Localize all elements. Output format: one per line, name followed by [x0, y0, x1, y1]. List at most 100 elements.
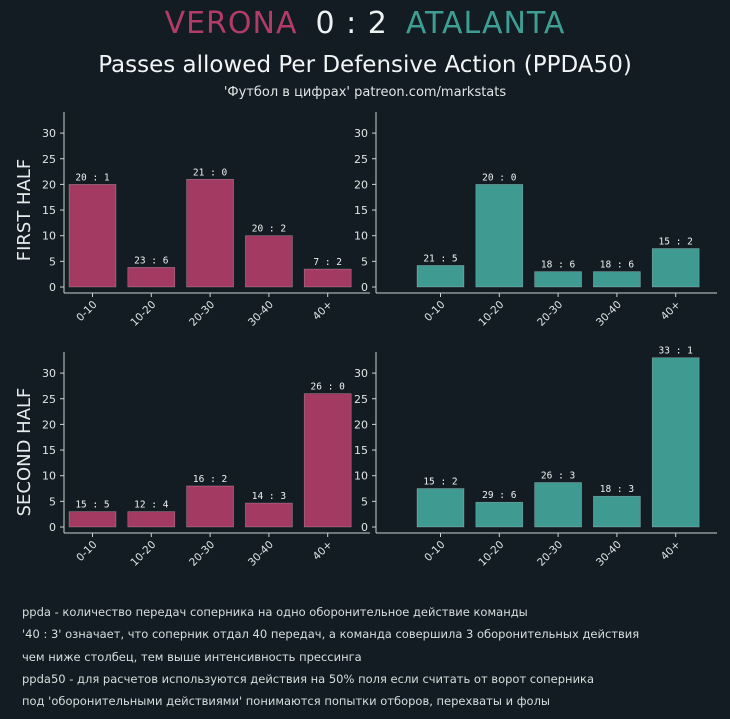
bar — [127, 267, 176, 288]
bar-value-label: 18 : 6 — [600, 260, 635, 271]
x-tick-label: 0-10 — [422, 539, 447, 564]
row-label-first-half: FIRST HALF — [14, 159, 35, 262]
bar-value-label: 26 : 3 — [541, 471, 575, 482]
footnote-line: ppda - количество передач соперника на о… — [22, 605, 528, 619]
y-tick-label: 10 — [42, 470, 56, 483]
bar-value-label: 20 : 2 — [252, 224, 286, 235]
x-tick-label: 30-40 — [594, 539, 624, 569]
bar-value-label: 7 : 2 — [313, 257, 342, 268]
bar — [303, 393, 352, 528]
y-tick-label: 0 — [361, 281, 368, 294]
y-tick-label: 25 — [42, 393, 56, 406]
bar — [593, 495, 641, 528]
x-tick-label: 10-20 — [128, 539, 158, 569]
y-tick-label: 25 — [354, 393, 368, 406]
bar — [651, 248, 700, 288]
x-tick-label: 40+ — [311, 299, 335, 323]
chart-panel: 0 5 10 15 20 25 30 20 : 1 0-10 23 : 6 10-20 21 : 0 2… — [42, 112, 370, 329]
footnote-line: '40 : 3' означает, что соперник отдал 40… — [22, 627, 640, 642]
bar — [651, 357, 700, 528]
y-tick-label: 20 — [42, 418, 56, 431]
x-tick-label: 20-30 — [535, 539, 565, 569]
home-team-name: VERONA — [164, 6, 298, 41]
score-line: VERONA 0 : 2 ATALANTA — [0, 6, 730, 41]
x-tick-label: 10-20 — [476, 299, 506, 329]
x-tick-label: 0-10 — [74, 539, 99, 564]
x-tick-label: 30-40 — [246, 299, 276, 329]
bar-value-label: 23 : 6 — [134, 255, 169, 266]
chart-panel: 0 5 10 15 20 25 30 21 : 5 0-10 20 : 0 10-20 18 : 6 2… — [354, 112, 717, 329]
y-tick-label: 5 — [49, 255, 56, 268]
bar — [303, 268, 352, 288]
y-tick-label: 20 — [354, 418, 368, 431]
y-tick-label: 10 — [42, 230, 56, 243]
y-tick-label: 30 — [354, 127, 368, 140]
y-tick-label: 10 — [354, 230, 368, 243]
bar-value-label: 20 : 0 — [482, 172, 517, 183]
y-tick-label: 25 — [42, 153, 56, 166]
y-tick-label: 5 — [361, 495, 368, 508]
bar-value-label: 16 : 2 — [193, 474, 227, 485]
bar — [416, 488, 465, 528]
bar-value-label: 18 : 6 — [541, 260, 576, 271]
x-tick-label: 20-30 — [187, 299, 217, 329]
footnote-line: чем ниже столбец, тем выше интенсивность… — [22, 649, 362, 664]
x-tick-label: 0-10 — [74, 299, 99, 324]
row-label-second-half: SECOND HALF — [14, 388, 35, 517]
chart-panel: 0 5 10 15 20 25 30 15 : 2 0-10 29 : 6 10-20 26 : 3 2… — [354, 346, 717, 569]
y-tick-label: 0 — [49, 281, 56, 294]
bar — [475, 184, 524, 288]
y-tick-label: 15 — [42, 204, 56, 217]
bar — [245, 502, 293, 528]
y-tick-label: 0 — [49, 521, 56, 534]
bar-value-label: 18 : 3 — [600, 484, 634, 495]
x-tick-label: 20-30 — [187, 539, 217, 569]
bar-value-label: 12 : 4 — [134, 500, 169, 511]
x-tick-label: 30-40 — [594, 299, 624, 329]
charts-grid: FIRST HALF SECOND HALF 0 5 10 15 20 25 30 20 : … — [14, 112, 717, 569]
bar — [68, 184, 117, 288]
bar-value-label: 26 : 0 — [311, 382, 346, 393]
away-team-name: ATALANTA — [405, 6, 566, 41]
y-tick-label: 30 — [354, 367, 368, 380]
bar-value-label: 33 : 1 — [659, 346, 694, 357]
bar-value-label: 15 : 2 — [659, 237, 693, 248]
y-tick-label: 0 — [361, 521, 368, 534]
chart-title: Passes allowed Per Defensive Action (PPD… — [98, 52, 632, 78]
x-tick-label: 40+ — [659, 539, 683, 563]
bar-value-label: 15 : 2 — [423, 477, 457, 488]
y-tick-label: 15 — [42, 444, 56, 457]
bar — [186, 485, 234, 528]
x-tick-label: 10-20 — [128, 299, 158, 329]
bar — [68, 511, 117, 528]
bar-value-label: 20 : 1 — [75, 172, 110, 183]
y-tick-label: 30 — [42, 367, 56, 380]
bar — [186, 178, 234, 288]
y-tick-label: 30 — [42, 127, 56, 140]
y-tick-label: 5 — [49, 495, 56, 508]
bar — [475, 501, 524, 528]
bar — [245, 235, 293, 288]
y-tick-label: 15 — [354, 204, 368, 217]
chart-subtitle: 'Футбол в цифрах' patreon.com/markstats — [223, 85, 507, 100]
bar — [534, 271, 582, 288]
bar — [127, 511, 176, 528]
bar — [416, 265, 465, 288]
x-tick-label: 30-40 — [246, 539, 276, 569]
footnote-line: под 'оборонительными действиями' понимаю… — [22, 694, 551, 709]
chart-panel: 0 5 10 15 20 25 30 15 : 5 0-10 12 : 4 10-20 16 : 2 2… — [42, 352, 370, 569]
y-tick-label: 5 — [361, 255, 368, 268]
y-tick-label: 25 — [354, 153, 368, 166]
bar-value-label: 21 : 0 — [193, 167, 228, 178]
x-tick-label: 0-10 — [422, 299, 447, 324]
bar — [593, 271, 641, 288]
y-tick-label: 20 — [42, 178, 56, 191]
bar-value-label: 21 : 5 — [423, 253, 457, 264]
match-score: 0 : 2 — [315, 6, 388, 41]
bar-value-label: 29 : 6 — [482, 490, 517, 501]
y-tick-label: 10 — [354, 470, 368, 483]
x-tick-label: 40+ — [659, 299, 683, 323]
footnotes: ppda - количество передач соперника на о… — [22, 601, 722, 712]
x-tick-label: 20-30 — [535, 299, 565, 329]
bar-value-label: 14 : 3 — [252, 491, 286, 502]
